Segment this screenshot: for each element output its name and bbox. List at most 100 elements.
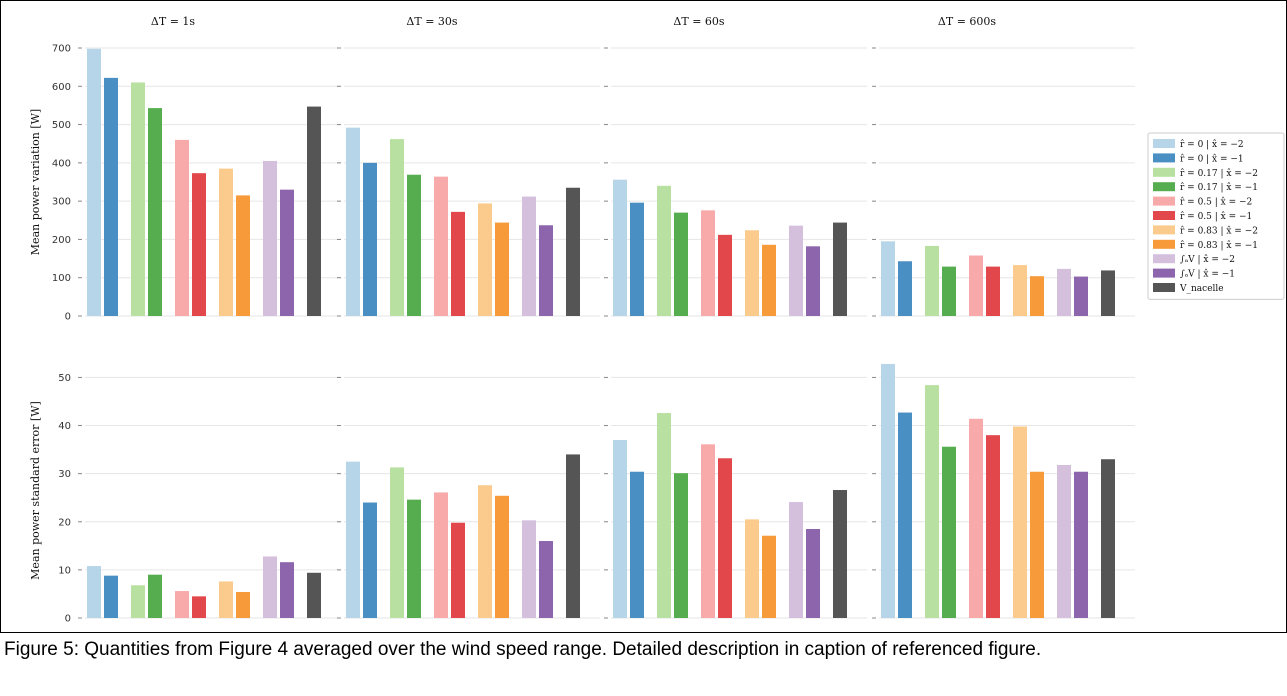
- bar-row0-panel3-series8: [1057, 268, 1071, 316]
- bar-row0-panel1-series1: [363, 162, 377, 316]
- bar-row1-panel2-series8: [789, 502, 803, 618]
- legend-swatch-4: [1153, 196, 1175, 206]
- legend-swatch-10: [1153, 283, 1175, 292]
- bar-row0-panel1-series0: [346, 127, 360, 317]
- legend-label-1: r̂ = 0 | x̂ = −1: [1180, 153, 1244, 164]
- bar-row1-panel1-series2: [390, 467, 404, 618]
- bar-row0-panel1-series8: [522, 196, 536, 316]
- figure-caption: Figure 5: Quantities from Figure 4 avera…: [4, 639, 1042, 660]
- bar-row0-panel3-series9: [1074, 276, 1088, 316]
- bar-row0-panel2-series10: [833, 222, 847, 316]
- bar-row0-panel3-series10: [1101, 270, 1115, 316]
- bar-row1-panel3-series8: [1057, 465, 1071, 618]
- bar-row0-panel3-series0: [881, 241, 895, 316]
- bar-row0-panel0-series10: [307, 106, 321, 316]
- legend-swatch-2: [1153, 167, 1175, 177]
- bar-row0-panel3-series2: [925, 245, 939, 316]
- figure-frame: ΔT = 1s ΔT = 30s ΔT = 60s ΔT = 600s Mean pow…: [0, 0, 1287, 633]
- bar-row1-panel0-series8: [263, 556, 277, 618]
- panel-title-0: ΔT = 1s: [151, 15, 195, 28]
- legend-label-5: r̂ = 0.5 | x̂ = −1: [1180, 211, 1252, 222]
- bar-row1-panel1-series9: [539, 541, 553, 618]
- bar-row1-panel0-series5: [192, 596, 206, 618]
- legend-swatch-3: [1153, 182, 1175, 192]
- bar-row0-panel2-series8: [789, 225, 803, 316]
- bar-row1-panel3-series4: [969, 418, 983, 618]
- legend-label-6: r̂ = 0.83 | x̂ = −2: [1180, 225, 1258, 236]
- bar-row1-panel2-series6: [745, 519, 759, 618]
- bar-row1-panel3-series7: [1030, 471, 1044, 618]
- legend-label-0: r̂ = 0 | x̂ = −2: [1180, 139, 1244, 150]
- bar-row0-panel3-series6: [1013, 265, 1027, 316]
- y-axis-label-row-1: Mean power standard error [W]: [29, 401, 42, 580]
- bar-row0-panel0-series4: [175, 139, 189, 316]
- bar-row0-panel2-series2: [657, 185, 671, 316]
- bar-row1-panel1-series3: [407, 499, 421, 618]
- bar-row1-panel3-series3: [942, 446, 956, 618]
- bar-row1-panel2-series7: [762, 535, 776, 618]
- legend-label-3: r̂ = 0.17 | x̂ = −1: [1180, 182, 1258, 193]
- legend-swatch-5: [1153, 211, 1175, 220]
- legend-swatch-6: [1153, 225, 1175, 235]
- bar-row0-panel1-series10: [566, 187, 580, 316]
- y-tick-label: 30: [58, 469, 71, 480]
- bar-row1-panel1-series1: [363, 502, 377, 618]
- bar-row0-panel0-series6: [219, 168, 233, 316]
- bar-row0-panel1-series6: [478, 203, 492, 316]
- bar-row0-panel0-series3: [148, 108, 162, 316]
- bar-row0-panel2-series9: [806, 246, 820, 316]
- bar-row1-panel0-series2: [131, 585, 145, 618]
- bar-row1-panel2-series5: [718, 458, 732, 618]
- y-tick-label: 20: [58, 517, 71, 528]
- bar-row1-panel3-series0: [881, 363, 895, 618]
- y-tick-label: 500: [52, 120, 71, 131]
- legend-swatch-0: [1153, 139, 1175, 148]
- bar-row1-panel1-series0: [346, 461, 360, 618]
- bar-row0-panel3-series5: [986, 266, 1000, 316]
- bar-row1-panel1-series10: [566, 454, 580, 618]
- bar-row1-panel2-series10: [833, 490, 847, 618]
- bar-row0-panel2-series3: [674, 212, 688, 316]
- bar-row1-panel2-series1: [630, 471, 644, 618]
- bar-row1-panel2-series3: [674, 473, 688, 618]
- bar-row1-panel0-series0: [87, 566, 101, 618]
- chart: ΔT = 1s ΔT = 30s ΔT = 60s ΔT = 600s Mean pow…: [29, 15, 1285, 625]
- legend-box: [1147, 132, 1285, 300]
- y-tick-label: 40: [58, 421, 71, 432]
- bar-row0-panel1-series5: [451, 211, 465, 316]
- bar-row1-panel1-series5: [451, 522, 465, 618]
- y-tick-label: 700: [52, 44, 71, 55]
- y-tick-label: 10: [58, 565, 71, 576]
- bar-row0-panel3-series7: [1030, 276, 1044, 316]
- bar-row1-panel3-series9: [1074, 471, 1088, 618]
- bar-row0-panel0-series7: [236, 195, 250, 316]
- bar-row1-panel0-series1: [104, 575, 118, 618]
- bar-row0-panel2-series6: [745, 230, 759, 316]
- y-tick-label: 100: [52, 273, 71, 284]
- bar-row0-panel1-series3: [407, 174, 421, 316]
- panel-title-2: ΔT = 60s: [673, 15, 724, 28]
- bar-row1-panel3-series5: [986, 435, 1000, 618]
- legend-label-10: V_nacelle: [1179, 284, 1224, 294]
- bar-row0-panel0-series5: [192, 173, 206, 316]
- bar-row1-panel0-series4: [175, 591, 189, 618]
- bar-row0-panel1-series4: [434, 176, 448, 316]
- bar-row0-panel1-series2: [390, 139, 404, 316]
- bar-row1-panel2-series0: [613, 439, 627, 618]
- panel-title-1: ΔT = 30s: [406, 15, 457, 28]
- legend-label-9: ∫ₐV | x̂ = −1: [1180, 269, 1235, 280]
- y-tick-label: 0: [65, 614, 71, 625]
- legend-label-4: r̂ = 0.5 | x̂ = −2: [1180, 197, 1252, 208]
- bar-row0-panel2-series5: [718, 234, 732, 316]
- bar-row1-panel2-series9: [806, 528, 820, 618]
- bar-row1-panel0-series6: [219, 581, 233, 618]
- bar-row0-panel0-series8: [263, 160, 277, 316]
- y-tick-label: 200: [52, 235, 71, 246]
- bar-row0-panel0-series1: [104, 77, 118, 316]
- bar-row1-panel0-series7: [236, 592, 250, 618]
- y-tick-label: 600: [52, 82, 71, 93]
- bar-row0-panel0-series9: [280, 189, 294, 316]
- bar-row1-panel3-series10: [1101, 459, 1115, 618]
- bar-row1-panel3-series6: [1013, 426, 1027, 618]
- legend-swatch-7: [1153, 239, 1175, 249]
